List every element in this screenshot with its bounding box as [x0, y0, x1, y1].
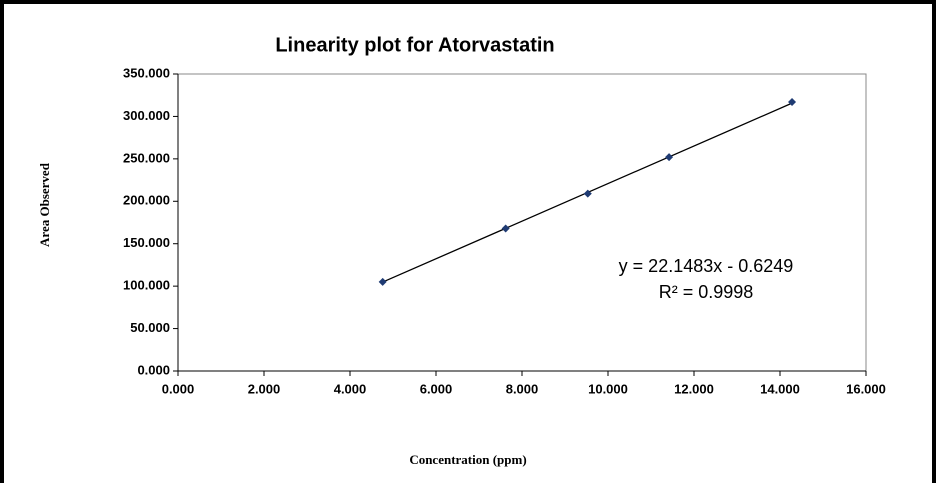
y-tick-label: 100.000: [123, 278, 170, 293]
x-tick-label: 12.000: [674, 381, 714, 396]
y-axis-title: Area Observed: [37, 162, 52, 247]
x-tick-label: 14.000: [760, 381, 800, 396]
y-tick-label: 200.000: [123, 193, 170, 208]
x-tick-label: 4.000: [334, 381, 367, 396]
data-point: [583, 189, 592, 198]
x-tick-label: 2.000: [248, 381, 281, 396]
y-tick-label: 0.000: [137, 362, 170, 377]
data-point: [788, 98, 797, 107]
plot-area: [177, 73, 867, 372]
x-axis-title: Concentration (ppm): [409, 452, 526, 467]
trendline-equation: y = 22.1483x - 0.6249: [619, 256, 794, 276]
data-point: [665, 153, 674, 162]
data-point: [501, 224, 510, 233]
trendline-r2: R² = 0.9998: [659, 282, 754, 302]
x-tick-label: 16.000: [846, 381, 886, 396]
data-point: [378, 277, 387, 286]
y-tick-label: 350.000: [123, 65, 170, 80]
x-tick-label: 6.000: [420, 381, 453, 396]
x-tick-label: 10.000: [588, 381, 628, 396]
x-tick-label: 0.000: [162, 381, 195, 396]
y-tick-label: 150.000: [123, 235, 170, 250]
y-tick-label: 300.000: [123, 108, 170, 123]
chart-title: Linearity plot for Atorvastatin: [275, 34, 554, 56]
y-tick-label: 250.000: [123, 150, 170, 165]
y-tick-label: 50.000: [130, 320, 170, 335]
x-tick-label: 8.000: [506, 381, 539, 396]
